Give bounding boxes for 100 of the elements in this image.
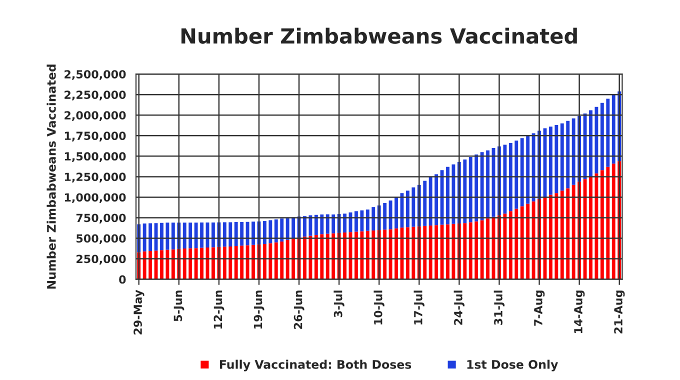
bar bbox=[600, 102, 604, 170]
bar bbox=[252, 222, 255, 245]
bar bbox=[360, 231, 364, 280]
bar bbox=[566, 188, 570, 280]
bar bbox=[240, 222, 244, 246]
bar bbox=[194, 248, 198, 280]
bar bbox=[148, 223, 152, 251]
bar bbox=[474, 154, 478, 222]
chart-title: Number Zimbabweans Vaccinated bbox=[181, 28, 577, 44]
bar bbox=[383, 202, 387, 230]
bar bbox=[308, 236, 312, 280]
x-tick-label: 17-Jul bbox=[414, 290, 424, 324]
bar bbox=[160, 222, 164, 250]
bar bbox=[452, 164, 456, 224]
bar bbox=[222, 246, 226, 280]
bar bbox=[486, 218, 490, 280]
bar bbox=[428, 226, 432, 280]
bar bbox=[406, 190, 410, 228]
bar bbox=[320, 214, 324, 234]
bar bbox=[212, 222, 215, 248]
legend-label: Fully Vaccinated: Both Doses bbox=[220, 360, 412, 372]
y-tick-label: 1,000,000 bbox=[64, 193, 126, 204]
bar bbox=[292, 217, 296, 239]
bar bbox=[303, 236, 306, 280]
bar bbox=[372, 230, 376, 280]
bar bbox=[171, 249, 175, 280]
bar bbox=[594, 173, 598, 280]
bar bbox=[262, 244, 266, 280]
bar bbox=[423, 226, 427, 280]
bar bbox=[354, 232, 358, 280]
bar bbox=[548, 126, 552, 195]
bar bbox=[526, 204, 530, 280]
bar bbox=[520, 206, 524, 280]
bar bbox=[228, 222, 232, 246]
x-tick-label: 26-Jun bbox=[294, 290, 304, 329]
y-tick-label: 250,000 bbox=[76, 254, 126, 265]
bar bbox=[612, 164, 616, 280]
bar bbox=[412, 226, 416, 280]
bar bbox=[508, 211, 512, 280]
x-tick-label: 10-Jul bbox=[374, 290, 384, 324]
bar bbox=[589, 110, 592, 177]
bar bbox=[589, 176, 592, 280]
bar bbox=[268, 243, 272, 280]
bar bbox=[372, 207, 376, 230]
x-tick-label: 31-Jul bbox=[494, 290, 505, 325]
bar bbox=[332, 214, 336, 234]
bar bbox=[280, 242, 284, 280]
bar bbox=[366, 230, 370, 280]
bar bbox=[182, 222, 186, 249]
bar bbox=[486, 150, 490, 219]
bar bbox=[554, 124, 558, 194]
bar bbox=[286, 240, 290, 280]
bar bbox=[606, 166, 610, 280]
bar bbox=[332, 233, 336, 280]
bar bbox=[212, 247, 215, 280]
x-tick-label: 5-Jun bbox=[174, 290, 184, 322]
y-tick-label: 1,500,000 bbox=[64, 152, 126, 162]
legend-label: 1st Dose Only bbox=[467, 360, 558, 372]
bar bbox=[314, 214, 318, 235]
bar bbox=[366, 210, 370, 231]
y-axis-title: Number Zimbabweans Vaccinated bbox=[46, 64, 56, 289]
bar bbox=[320, 234, 324, 280]
bar bbox=[182, 248, 186, 280]
bar bbox=[503, 144, 507, 214]
bar bbox=[188, 222, 192, 248]
bar bbox=[228, 246, 232, 280]
bar bbox=[514, 140, 518, 209]
bar bbox=[446, 224, 450, 280]
y-tick-label: 2,250,000 bbox=[64, 90, 126, 100]
bar bbox=[292, 238, 296, 280]
bar bbox=[234, 246, 238, 280]
bar bbox=[600, 170, 604, 280]
bar bbox=[532, 201, 536, 280]
bar bbox=[508, 143, 512, 212]
bar bbox=[560, 123, 564, 191]
bar bbox=[246, 222, 250, 246]
bar bbox=[166, 250, 170, 280]
bar bbox=[171, 222, 175, 250]
bar bbox=[594, 106, 598, 174]
bar bbox=[200, 248, 204, 280]
bar bbox=[612, 94, 616, 164]
bar bbox=[446, 166, 450, 224]
bar bbox=[532, 133, 536, 202]
bar bbox=[468, 157, 472, 222]
bar bbox=[394, 197, 398, 228]
bar bbox=[148, 250, 152, 280]
y-tick-label: 1,750,000 bbox=[64, 132, 126, 142]
x-tick-label: 21-Aug bbox=[614, 290, 625, 334]
bar bbox=[246, 245, 250, 280]
bar bbox=[280, 218, 284, 242]
bar bbox=[394, 228, 398, 280]
bar bbox=[520, 138, 524, 206]
bar bbox=[566, 120, 570, 188]
bar bbox=[406, 227, 410, 280]
bar bbox=[480, 152, 484, 220]
y-tick-label: 500,000 bbox=[76, 234, 126, 244]
bar bbox=[274, 219, 278, 242]
bar bbox=[388, 229, 392, 280]
bar bbox=[234, 222, 238, 246]
bar bbox=[560, 190, 564, 280]
